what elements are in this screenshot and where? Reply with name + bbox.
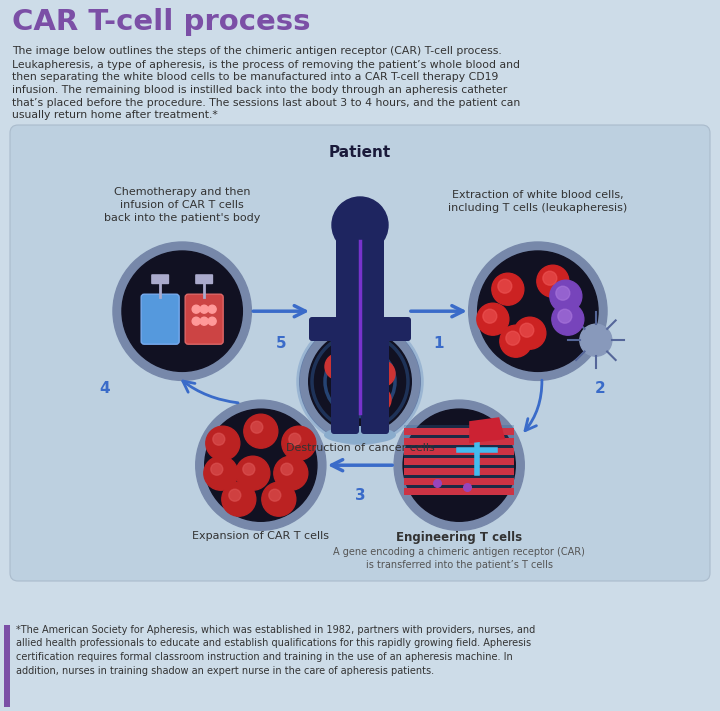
Text: Leukapheresis, a type of apheresis, is the process of removing the patient’s who: Leukapheresis, a type of apheresis, is t… (12, 60, 520, 70)
Text: then separating the white blood cells to be manufactured into a CAR T-cell thera: then separating the white blood cells to… (12, 73, 498, 82)
FancyBboxPatch shape (151, 274, 169, 284)
FancyBboxPatch shape (309, 317, 343, 341)
Circle shape (122, 251, 243, 371)
FancyBboxPatch shape (195, 274, 213, 284)
Circle shape (506, 331, 520, 346)
Text: 2: 2 (595, 380, 606, 396)
Text: Engineering T cells: Engineering T cells (396, 531, 522, 545)
Text: Chemotherapy and then
infusion of CAR T cells
back into the patient's body: Chemotherapy and then infusion of CAR T … (104, 186, 261, 223)
Text: 1: 1 (433, 336, 444, 351)
Text: *The American Society for Apheresis, which was established in 1982, partners wit: *The American Society for Apheresis, whi… (16, 625, 535, 635)
Circle shape (251, 421, 263, 433)
Circle shape (192, 317, 200, 325)
FancyBboxPatch shape (404, 428, 514, 435)
Circle shape (477, 251, 598, 371)
Text: The image below outlines the steps of the chimeric antigen receptor (CAR) T-cell: The image below outlines the steps of th… (12, 46, 502, 56)
Circle shape (208, 305, 216, 314)
Circle shape (300, 321, 420, 442)
Circle shape (500, 325, 532, 357)
FancyBboxPatch shape (404, 425, 514, 495)
Circle shape (236, 456, 270, 490)
Text: Extraction of white blood cells,
including T cells (leukapheresis): Extraction of white blood cells, includi… (449, 190, 627, 213)
Circle shape (309, 331, 411, 433)
FancyBboxPatch shape (361, 330, 389, 434)
Circle shape (274, 456, 308, 490)
Circle shape (537, 265, 569, 297)
Text: 4: 4 (99, 380, 109, 396)
Text: Patient: Patient (329, 145, 391, 160)
Circle shape (394, 400, 524, 530)
Circle shape (369, 360, 395, 387)
FancyBboxPatch shape (404, 479, 514, 485)
Circle shape (556, 287, 570, 300)
Circle shape (520, 324, 534, 337)
Circle shape (325, 353, 351, 380)
Circle shape (365, 387, 391, 412)
Circle shape (282, 426, 316, 460)
Circle shape (229, 489, 240, 501)
Circle shape (580, 324, 612, 356)
Text: Expansion of CAR T cells: Expansion of CAR T cells (192, 531, 329, 541)
Text: A gene encoding a chimeric antigen receptor (CAR)
is transferred into the patien: A gene encoding a chimeric antigen recep… (333, 547, 585, 570)
Text: Destruction of cancer cells: Destruction of cancer cells (286, 443, 434, 453)
FancyBboxPatch shape (185, 294, 223, 344)
Circle shape (206, 426, 240, 460)
Circle shape (514, 317, 546, 349)
FancyBboxPatch shape (404, 458, 514, 465)
Circle shape (269, 489, 281, 501)
Circle shape (244, 415, 278, 448)
Circle shape (332, 197, 388, 253)
FancyBboxPatch shape (331, 330, 359, 434)
Circle shape (243, 463, 255, 475)
Circle shape (192, 305, 200, 314)
Text: usually return home after treatment.*: usually return home after treatment.* (12, 110, 217, 120)
Ellipse shape (324, 426, 396, 444)
Polygon shape (469, 417, 505, 443)
Text: CAR T-cell process: CAR T-cell process (12, 8, 310, 36)
Circle shape (483, 309, 497, 324)
FancyBboxPatch shape (10, 125, 710, 581)
Point (462, 481, 473, 493)
Circle shape (498, 279, 512, 293)
Circle shape (469, 242, 607, 380)
Circle shape (204, 409, 317, 521)
Circle shape (200, 317, 208, 325)
Circle shape (492, 273, 524, 305)
FancyBboxPatch shape (377, 317, 411, 341)
Text: 5: 5 (276, 336, 287, 351)
Text: that’s placed before the procedure. The sessions last about 3 to 4 hours, and th: that’s placed before the procedure. The … (12, 97, 521, 107)
Text: certification requires formal classroom instruction and training in the use of a: certification requires formal classroom … (16, 652, 513, 662)
Circle shape (550, 280, 582, 312)
Circle shape (477, 303, 509, 335)
Circle shape (208, 317, 216, 325)
Circle shape (281, 463, 293, 475)
Circle shape (222, 482, 256, 516)
FancyBboxPatch shape (404, 438, 514, 445)
Text: allied health professionals to educate and establish qualifications for this rap: allied health professionals to educate a… (16, 638, 531, 648)
Circle shape (200, 305, 208, 314)
Circle shape (558, 309, 572, 324)
Circle shape (552, 303, 584, 335)
Circle shape (262, 482, 296, 516)
Point (431, 478, 443, 489)
Circle shape (196, 400, 326, 530)
Circle shape (213, 433, 225, 445)
Circle shape (403, 409, 516, 521)
Circle shape (204, 456, 238, 490)
FancyBboxPatch shape (404, 469, 514, 475)
Circle shape (113, 242, 251, 380)
Text: infusion. The remaining blood is instilled back into the body through an apheres: infusion. The remaining blood is instill… (12, 85, 508, 95)
Circle shape (289, 433, 301, 445)
Text: addition, nurses in training shadow an expert nurse in the care of apheresis pat: addition, nurses in training shadow an e… (16, 665, 434, 675)
FancyBboxPatch shape (141, 294, 179, 344)
FancyBboxPatch shape (404, 448, 514, 455)
Circle shape (339, 390, 365, 417)
Circle shape (543, 271, 557, 285)
Circle shape (340, 362, 380, 402)
FancyBboxPatch shape (4, 625, 10, 707)
Circle shape (211, 463, 222, 475)
FancyBboxPatch shape (404, 488, 514, 495)
Text: 3: 3 (355, 488, 365, 503)
FancyBboxPatch shape (336, 227, 384, 342)
